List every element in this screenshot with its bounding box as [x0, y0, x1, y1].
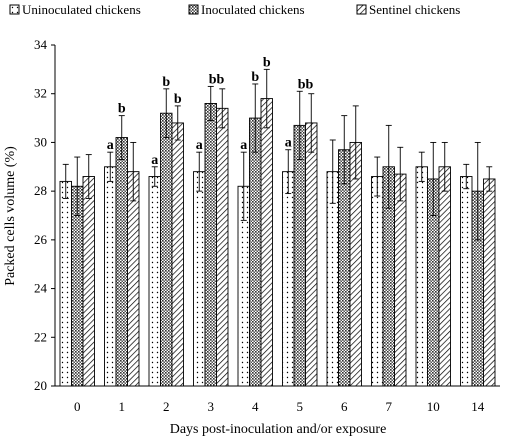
- significance-label: bb: [209, 72, 225, 87]
- y-tick-label: 28: [34, 183, 47, 198]
- bar-diagonal: [82, 176, 95, 387]
- x-tick-label: 0: [74, 399, 81, 414]
- significance-label: a: [285, 136, 292, 151]
- bar-dots: [148, 176, 161, 387]
- bar-dots: [371, 176, 384, 387]
- significance-label: a: [240, 138, 247, 153]
- bar-dots: [59, 180, 72, 387]
- bars: [59, 98, 496, 387]
- bar-diagonal: [394, 173, 407, 387]
- bar-crosshatch: [115, 137, 128, 387]
- legend-label-inoculated: Inoculated chickens: [201, 2, 305, 17]
- y-axis-title: Packed cells volume (%): [3, 146, 18, 286]
- x-axis-title: Days post-inoculation and/or exposure: [170, 422, 387, 437]
- y-ticks: 20 22 24 26 28 30 32 34: [34, 37, 55, 393]
- legend-swatch-inoculated: [188, 4, 199, 15]
- legend-swatch-sentinel: [356, 4, 367, 15]
- bar-diagonal: [438, 166, 451, 387]
- legend-swatch-uninoculated: [9, 4, 20, 15]
- y-tick-label: 32: [34, 86, 47, 101]
- y-tick-label: 20: [34, 378, 47, 393]
- y-tick-label: 24: [34, 281, 48, 296]
- bar-diagonal: [305, 122, 318, 387]
- x-tick-label: 4: [252, 399, 259, 414]
- bar-dots: [282, 171, 295, 387]
- legend-label-uninoculated: Uninoculated chickens: [22, 2, 141, 17]
- bar-crosshatch: [71, 185, 84, 387]
- legend: Uninoculated chickens Inoculated chicken…: [9, 2, 460, 17]
- significance-label: a: [151, 153, 158, 168]
- bar-dots: [415, 166, 428, 387]
- significance-label: b: [251, 70, 259, 85]
- x-tick-label: 2: [163, 399, 170, 414]
- significance-label: b: [174, 92, 182, 107]
- legend-label-sentinel: Sentinel chickens: [369, 2, 460, 17]
- y-tick-label: 22: [34, 329, 47, 344]
- bar-dots: [193, 171, 206, 387]
- bar-diagonal: [127, 171, 140, 387]
- bar-crosshatch: [249, 117, 262, 387]
- x-tick-label: 1: [119, 399, 126, 414]
- x-tick-label: 10: [427, 399, 440, 414]
- significance-label: a: [196, 138, 203, 153]
- x-tick-label: 3: [208, 399, 215, 414]
- bar-crosshatch: [204, 103, 217, 387]
- bar-dots: [326, 171, 339, 387]
- y-tick-label: 34: [34, 37, 48, 52]
- bar-dots: [104, 166, 117, 387]
- y-tick-label: 30: [34, 134, 47, 149]
- bar-crosshatch: [338, 149, 351, 387]
- significance-label: bb: [298, 77, 314, 92]
- y-tick-label: 26: [34, 232, 48, 247]
- significance-label: b: [162, 75, 170, 90]
- bar-diagonal: [260, 98, 273, 387]
- bar-crosshatch: [160, 112, 173, 387]
- bar-diagonal: [483, 178, 496, 387]
- bar-diagonal: [171, 122, 184, 387]
- significance-label: b: [118, 102, 126, 117]
- x-ticks: 0 1 2 3 4 5 6 7 10 14: [74, 399, 485, 414]
- x-tick-label: 7: [386, 399, 393, 414]
- x-tick-label: 5: [297, 399, 304, 414]
- significance-label: b: [263, 55, 271, 70]
- significance-label: a: [107, 138, 114, 153]
- x-tick-label: 14: [471, 399, 485, 414]
- x-tick-label: 6: [341, 399, 348, 414]
- error-bars: [62, 68, 493, 241]
- bar-diagonal: [216, 107, 229, 387]
- bar-dots: [460, 176, 473, 387]
- bar-crosshatch: [293, 124, 306, 387]
